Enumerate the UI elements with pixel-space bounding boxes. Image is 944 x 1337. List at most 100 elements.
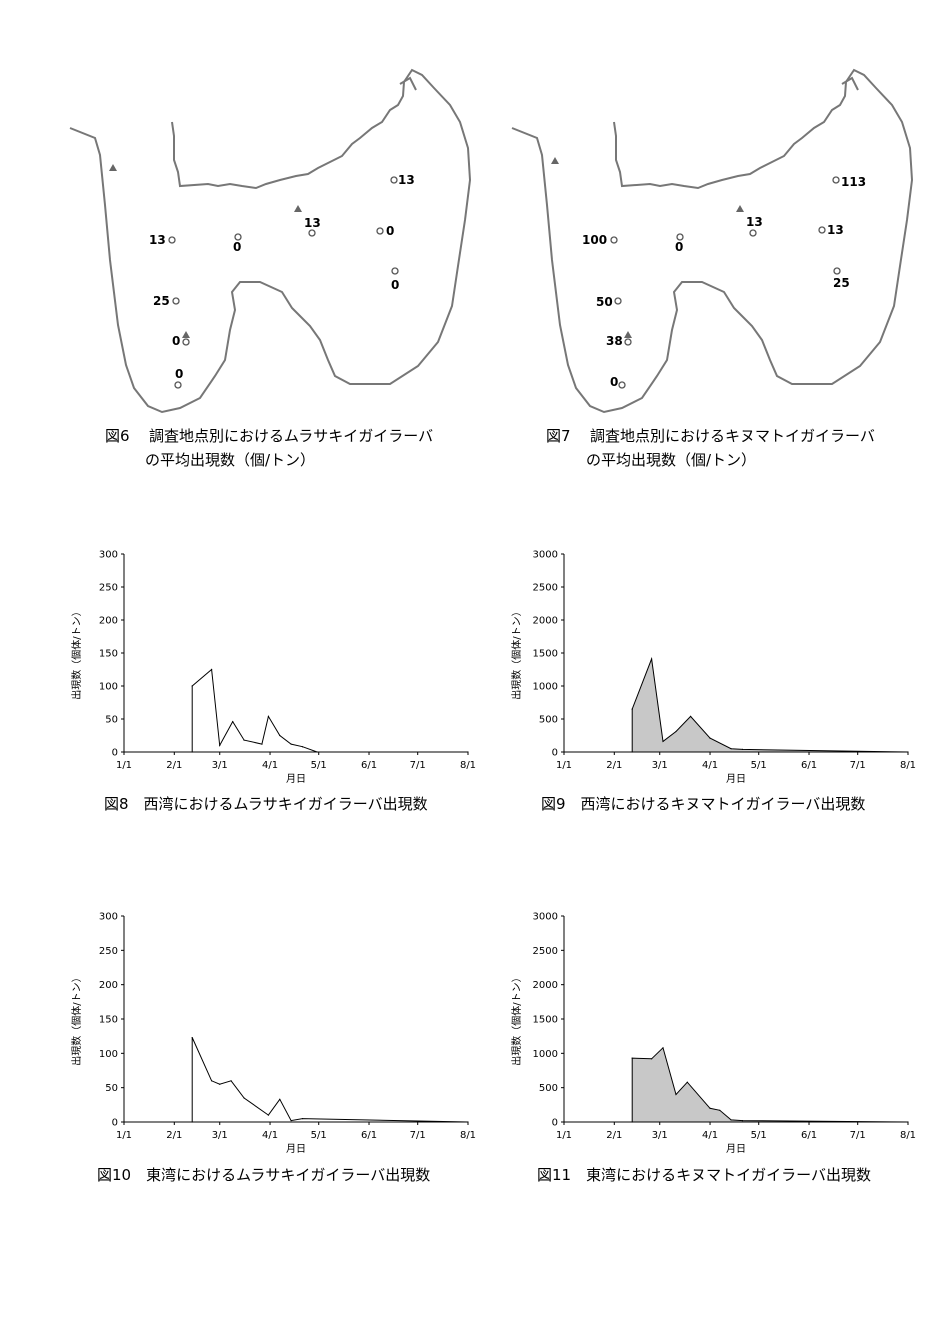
x-tick-label: 5/1 xyxy=(311,1130,327,1141)
station-marker xyxy=(614,297,622,305)
x-tick-label: 8/1 xyxy=(900,1130,916,1141)
station-marker xyxy=(618,381,626,389)
x-axis-label: 月日 xyxy=(286,1143,306,1155)
y-axis-label: 出現数（個体/トン） xyxy=(70,972,83,1065)
x-tick-label: 3/1 xyxy=(652,760,668,771)
chart-svg: 0 500 1000 1500 2000 2500 3000 1/1 2/1 3/1 4/1 5/1 6… xyxy=(510,550,916,786)
chart-figure-11: 0 500 1000 1500 2000 2500 3000 1/1 2/1 3/1 4/1 5/1 6… xyxy=(506,906,922,1160)
figure-6: 13 13 0 0 13 0 25 0 0 xyxy=(60,60,480,420)
data-point xyxy=(709,737,711,739)
data-point xyxy=(301,1117,304,1120)
y-tick-label: 3000 xyxy=(533,550,558,561)
x-tick-label: 8/1 xyxy=(460,760,476,771)
data-point xyxy=(709,1107,711,1109)
y-tick-label: 2500 xyxy=(533,583,558,594)
x-tick-label: 6/1 xyxy=(361,1130,377,1141)
x-tick-label: 6/1 xyxy=(361,760,377,771)
figure-8-caption: 図8 西湾におけるムラサキイガイラーバ出現数 xyxy=(104,795,428,813)
data-point xyxy=(662,740,664,743)
y-tick-label: 2000 xyxy=(533,980,558,991)
data-point xyxy=(719,1109,721,1111)
data-point xyxy=(689,715,692,717)
station-value-label: 113 xyxy=(841,175,866,189)
y-tick-label: 150 xyxy=(99,649,118,660)
station-value-label: 13 xyxy=(149,233,166,247)
coastline-inlet xyxy=(841,76,859,91)
y-tick-label: 300 xyxy=(99,912,118,923)
series-area xyxy=(564,656,909,753)
y-tick-label: 1000 xyxy=(533,682,558,693)
x-axis-label: 月日 xyxy=(286,773,306,785)
data-point xyxy=(316,751,318,753)
map-figure-6: 13 13 0 0 13 0 25 0 0 xyxy=(69,68,472,414)
station-value-label: 0 xyxy=(233,240,241,254)
station-marker xyxy=(172,297,180,305)
chart-svg: 0 50 100 150 200 250 300 1/1 2/1 3/1 4/1 5/1 6/1 7/1 8… xyxy=(70,550,476,786)
data-point xyxy=(907,751,909,753)
station-marker xyxy=(749,229,757,237)
data-point xyxy=(191,1036,193,1039)
station-value-label: 0 xyxy=(172,334,180,348)
coastline xyxy=(511,68,914,414)
data-point xyxy=(741,748,744,750)
data-point xyxy=(267,715,270,717)
data-point xyxy=(675,1093,677,1096)
data-point xyxy=(631,751,633,753)
data-point xyxy=(631,708,633,710)
figure-10-caption: 図10 東湾におけるムラサキイガイラーバ出現数 xyxy=(97,1166,431,1184)
data-point xyxy=(123,1121,125,1123)
y-tick-label: 100 xyxy=(99,1049,118,1060)
caption-line-2: の平均出現数（個/トン） xyxy=(586,451,757,469)
data-point xyxy=(631,1057,633,1059)
station-marker xyxy=(168,236,176,244)
data-point xyxy=(123,751,125,753)
station-marker xyxy=(610,236,618,244)
station-marker xyxy=(833,267,841,275)
coastline-inlet xyxy=(399,76,417,91)
data-point xyxy=(631,1121,633,1123)
data-point xyxy=(261,743,263,745)
y-tick-label: 0 xyxy=(552,1118,558,1129)
triangle-marker xyxy=(551,157,559,164)
caption-line-2: の平均出現数（個/トン） xyxy=(145,451,316,469)
x-tick-label: 5/1 xyxy=(751,760,767,771)
map-figure-7: 113 13 100 0 13 25 50 38 0 xyxy=(511,68,914,414)
station-value-label: 25 xyxy=(833,276,850,290)
station-marker xyxy=(391,267,399,275)
station-marker xyxy=(308,229,316,237)
x-tick-label: 1/1 xyxy=(556,1130,572,1141)
figure-7-caption: 図7 調査地点別におけるキヌマトイガイラーバ の平均出現数（個/トン） xyxy=(546,424,875,472)
station-value-label: 13 xyxy=(398,173,415,187)
x-tick-label: 4/1 xyxy=(262,760,278,771)
y-tick-label: 300 xyxy=(99,550,118,561)
data-point xyxy=(730,748,732,750)
figure-9-caption: 図9 西湾におけるキヌマトイガイラーバ出現数 xyxy=(541,795,866,813)
station-marker xyxy=(624,338,632,346)
x-tick-label: 5/1 xyxy=(751,1130,767,1141)
y-tick-label: 100 xyxy=(99,682,118,693)
figure-6-caption: 図6 調査地点別におけるムラサキイガイラーバ の平均出現数（個/トン） xyxy=(105,424,433,472)
data-point xyxy=(467,751,469,753)
station-marker xyxy=(676,233,684,241)
data-point xyxy=(211,668,213,671)
chart-figure-8: 0 50 100 150 200 250 300 1/1 2/1 3/1 4/1 5/1 6/1 7/1 8… xyxy=(66,544,482,790)
station-value-label: 13 xyxy=(827,223,844,237)
y-tick-label: 0 xyxy=(112,1118,118,1129)
x-tick-label: 6/1 xyxy=(801,1130,817,1141)
data-point xyxy=(267,1114,270,1116)
station-value-label: 0 xyxy=(391,278,399,292)
y-axis-label: 出現数（個体/トン） xyxy=(510,606,523,699)
data-point xyxy=(211,1080,213,1082)
y-tick-label: 1500 xyxy=(533,649,558,660)
chart-svg: 0 500 1000 1500 2000 2500 3000 1/1 2/1 3/1 4/1 5/1 6… xyxy=(510,912,916,1156)
x-tick-label: 1/1 xyxy=(556,760,572,771)
station-marker xyxy=(390,176,398,184)
x-tick-label: 2/1 xyxy=(606,1130,622,1141)
y-tick-label: 1000 xyxy=(533,1049,558,1060)
data-point xyxy=(279,1098,281,1100)
x-tick-label: 1/1 xyxy=(116,1130,132,1141)
data-point xyxy=(467,1121,469,1123)
station-value-label: 0 xyxy=(675,240,683,254)
x-tick-label: 7/1 xyxy=(410,760,426,771)
x-tick-label: 2/1 xyxy=(166,760,182,771)
